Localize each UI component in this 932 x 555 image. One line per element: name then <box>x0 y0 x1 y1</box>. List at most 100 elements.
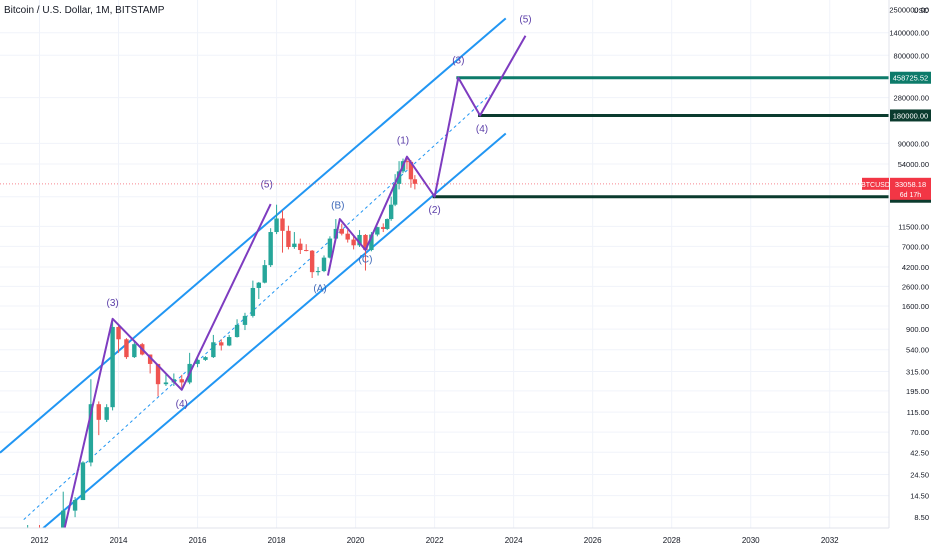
price-tick-label: 1600.00 <box>902 302 929 311</box>
chart-title: Bitcoin / U.S. Dollar, 1M, BITSTAMP <box>4 5 165 16</box>
candle-body <box>250 287 256 316</box>
price-tick-label: 315.00 <box>906 367 929 376</box>
candle-body <box>408 161 414 180</box>
candle-body <box>147 354 153 364</box>
candle-body <box>315 271 321 273</box>
price-tick-label: 1400000.00 <box>889 29 929 38</box>
candle-body <box>268 232 273 266</box>
wave-label: (4) <box>476 124 488 135</box>
wave-label: (C) <box>359 254 373 265</box>
price-axis-bg <box>889 0 932 550</box>
candle-body <box>351 239 356 246</box>
candle-body <box>234 324 240 338</box>
candle-body <box>286 230 291 248</box>
wave-label: (3) <box>106 298 118 309</box>
channel-mid-line <box>23 94 491 520</box>
price-tick-label: 900.00 <box>906 325 929 334</box>
candle-body <box>226 337 232 346</box>
candle-body <box>203 357 208 360</box>
time-tick-label: 2022 <box>426 536 444 545</box>
level-label: 180000.00 <box>893 111 928 120</box>
wave-path <box>60 203 272 544</box>
price-badge-value: 33058.18 <box>895 180 926 189</box>
channel-upper-line <box>0 17 507 454</box>
price-tick-label: 8.50 <box>914 513 929 522</box>
price-tick-label: 11500.00 <box>898 222 929 231</box>
candle-body <box>179 379 184 383</box>
channel <box>0 17 507 532</box>
candle-body <box>132 344 137 358</box>
symbol-badge-bg <box>862 177 889 190</box>
time-tick-label: 2018 <box>268 536 286 545</box>
price-tick-label: 54000.00 <box>898 160 929 169</box>
candle-body <box>298 243 303 251</box>
time-axis: 2012 2014 2016 2018 2020 2022 2024 2026 2028 2030… <box>0 527 932 550</box>
price-axis: 2500000.00 1400000.00 800000.00 280000.00 90… <box>861 0 932 550</box>
candle-body <box>345 233 350 240</box>
candle-body <box>404 161 410 163</box>
candle-body <box>292 243 297 248</box>
time-tick-label: 2014 <box>110 536 128 545</box>
wave-label: (3) <box>452 56 464 67</box>
price-tick-label: 800000.00 <box>894 51 929 60</box>
wave-label: (4) <box>176 399 188 410</box>
time-tick-label: 2032 <box>821 536 839 545</box>
candle-body <box>321 257 327 272</box>
price-tick-label: 7000.00 <box>902 242 929 251</box>
candle-body <box>116 326 121 340</box>
level-label-bg <box>890 71 931 84</box>
candle-body <box>104 407 109 420</box>
time-tick-label: 2028 <box>663 536 681 545</box>
price-tick-label: 195.00 <box>906 387 929 396</box>
price-tick-label: 90000.00 <box>898 139 929 148</box>
target-levels <box>432 76 889 199</box>
price-tick-label: 115.00 <box>907 408 929 417</box>
candle-body <box>392 183 398 205</box>
wave-label: (5) <box>261 180 273 191</box>
wave-label: (1) <box>397 135 409 146</box>
candle-body <box>124 339 129 358</box>
time-tick-label: 2026 <box>584 536 602 545</box>
wave-path <box>326 35 527 276</box>
candle-body <box>385 219 390 229</box>
wave-labels: (3) (4) (5) (A) (B) (C) (1) (2) (3) (4) (5) <box>106 15 531 411</box>
candle-body <box>88 404 94 463</box>
wave-label: (5) <box>519 15 531 26</box>
candle-body <box>339 228 344 234</box>
candle-body <box>72 500 78 511</box>
candle-body <box>309 250 315 273</box>
price-tick-label: 2500000.00 <box>889 5 929 14</box>
candle-body <box>304 250 309 252</box>
price-tick-label: 14.50 <box>910 492 929 501</box>
price-tick-label: 2600.00 <box>902 282 929 291</box>
candle-body <box>369 234 374 251</box>
candle-body <box>155 363 161 385</box>
gridlines <box>0 0 889 528</box>
candle-body <box>381 227 386 229</box>
candle-body <box>396 171 402 184</box>
elliott-wave <box>60 35 527 544</box>
price-badge-bg <box>890 177 931 200</box>
time-tick-label: 2030 <box>742 536 760 545</box>
candle-body <box>280 218 285 231</box>
price-tick-label: 42.50 <box>910 448 929 457</box>
time-axis-bg <box>0 528 932 550</box>
candle-body <box>256 282 261 288</box>
time-tick-label: 2020 <box>347 536 365 545</box>
candle-body <box>80 462 86 501</box>
candle-body <box>388 204 394 220</box>
level-label: 458725.52 <box>893 74 928 83</box>
candle-body <box>163 382 169 385</box>
currency-label: USD <box>913 6 929 15</box>
channel-lower-line <box>38 132 507 532</box>
price-tick-label: 280000.00 <box>894 94 929 103</box>
price-tick-label: 540.00 <box>906 346 929 355</box>
candle-body <box>363 234 368 251</box>
wave-label: (A) <box>313 283 326 294</box>
candle-body <box>96 404 101 420</box>
candle-body <box>412 179 418 184</box>
candle-body <box>375 227 380 235</box>
candle-body <box>219 342 224 346</box>
